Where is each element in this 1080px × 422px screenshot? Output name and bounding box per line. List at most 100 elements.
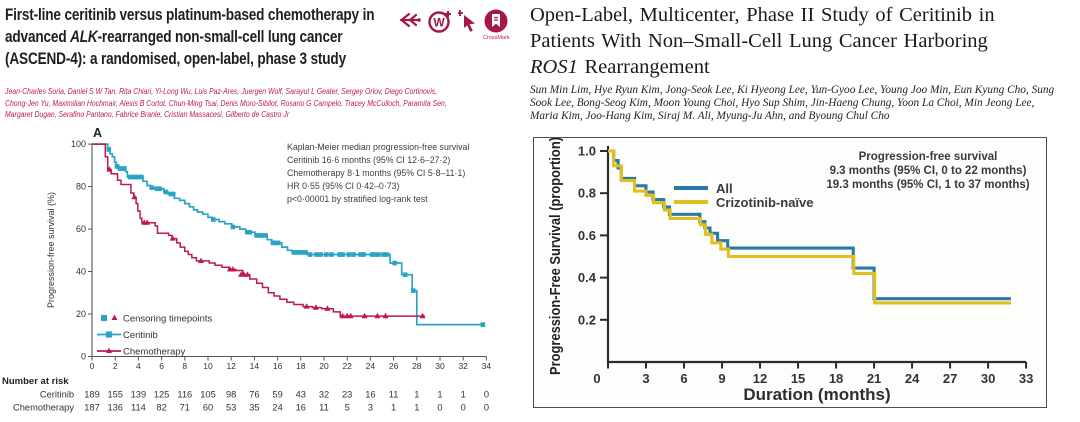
x-tick-label: 10 [203, 361, 213, 371]
x-tick-label: 20 [319, 361, 329, 371]
y-tick-label: 20 [76, 309, 86, 319]
lancet-paper-panel: First-line ceritinib versus platinum-bas… [0, 0, 520, 422]
censor-mark [157, 186, 163, 192]
right-title-line3-post: Rearrangement [577, 56, 710, 78]
x-tick-label: 26 [389, 361, 399, 371]
legend-label: Censoring timepoints [123, 314, 212, 325]
censor-mark [127, 174, 133, 180]
legend-censor-square [101, 315, 107, 321]
censor-mark [139, 174, 144, 180]
censor-mark [114, 164, 120, 169]
risk-value: 0 [461, 403, 466, 413]
y-tick-label: 80 [76, 182, 86, 192]
left-title-line2-post: -rearranged non-small-cell lung cancer [97, 27, 343, 46]
censor-mark [263, 233, 268, 238]
x-tick-label: 18 [296, 361, 306, 371]
left-paper-title: First-line ceritinib versus platinum-bas… [5, 4, 397, 70]
right-authors-line2: Sook Lee, Bong-Seog Kim, Moon Young Choi… [530, 97, 1035, 110]
x-tick-label: 4 [136, 361, 141, 371]
right-authors-line1: Sun Min Lim, Hye Ryun Kim, Jong-Seok Lee… [530, 84, 1055, 96]
censor-mark [339, 312, 346, 319]
x-tick-label: 8 [182, 361, 187, 371]
legend-label: All [716, 181, 733, 196]
censor-mark [307, 252, 313, 257]
x-tick-label: 6 [159, 361, 164, 371]
risk-value: 155 [107, 390, 123, 400]
y-tick-label: 100 [71, 139, 86, 149]
risk-value: 114 [131, 403, 146, 413]
risk-value: 5 [345, 403, 350, 413]
censor-mark [303, 250, 308, 255]
x-tick-label: 12 [753, 371, 767, 386]
censor-mark [291, 250, 297, 255]
left-title-line3: (ASCEND-4): a randomised, open-label, ph… [5, 49, 346, 68]
censor-mark [170, 191, 176, 197]
y-tick-label: 0.8 [578, 186, 596, 201]
risk-value: 1 [414, 403, 419, 413]
censor-mark [163, 189, 168, 195]
right-title-line2: Patients With Non–Small-Cell Lung Cancer… [530, 30, 988, 52]
censor-mark [318, 252, 323, 257]
censor-mark [361, 252, 366, 257]
censor-mark [275, 240, 281, 246]
legend-label: Crizotinib-naïve [716, 195, 814, 210]
x-tick-label: 6 [680, 371, 687, 386]
censor-mark [384, 252, 389, 257]
risk-value: 23 [342, 390, 352, 400]
risk-value: 11 [389, 390, 399, 400]
risk-value: 0 [484, 403, 489, 413]
annotation-line: HR 0·55 (95% CI 0·42–0·73) [287, 181, 400, 191]
censor-mark [245, 229, 250, 235]
risk-value: 60 [203, 403, 213, 413]
x-tick-label: 34 [482, 361, 492, 371]
x-tick-label: 32 [458, 361, 468, 371]
censor-mark [324, 252, 329, 257]
risk-row-label: Chemotherapy [13, 403, 74, 413]
censor-mark [169, 235, 176, 241]
x-tick-label: 30 [435, 361, 445, 371]
censor-mark [340, 252, 345, 257]
right-title-gene-italic: ROS1 [530, 56, 578, 78]
annotation-line: p<0·00001 by stratified log-rank test [287, 194, 428, 204]
y-tick-label: 0.6 [578, 228, 596, 243]
risk-value: 76 [249, 390, 259, 400]
censor-mark [168, 191, 174, 197]
figure-frame: 0.2 0.4 0.6 0.8 1.0 0 3 6 9 12 15 18 21 24 27 30 33 Durat… [533, 137, 1047, 408]
y-tick-label: 0 [81, 352, 86, 362]
left-authors-line2: Chong-Jen Yu, Maximilian Hochmair, Alexi… [5, 98, 447, 108]
risk-value: 11 [319, 403, 329, 413]
x-tick-label: 30 [981, 371, 995, 386]
risk-value: 53 [226, 403, 236, 413]
x-tick-label: 18 [829, 371, 843, 386]
censor-mark [376, 252, 381, 257]
y-tick-label: 1.0 [578, 144, 596, 159]
x-tick-label: 24 [905, 371, 920, 386]
crossmark-label: CrossMark [483, 35, 510, 41]
y-tick-label: 0.2 [578, 312, 596, 327]
right-paper-authors: Sun Min Lim, Hye Ryun Kim, Jong-Seok Lee… [530, 84, 1076, 124]
censor-mark [402, 272, 408, 278]
open-access-arrow-icon [398, 8, 422, 32]
risk-value: 139 [131, 390, 147, 400]
x-tick-label: 16 [273, 361, 283, 371]
legend-label: Ceritinib [123, 330, 158, 341]
censor-mark [314, 252, 319, 257]
right-paper-title: Open-Label, Multicenter, Phase II Study … [530, 2, 1076, 80]
censor-mark [273, 240, 279, 246]
censor-mark [346, 252, 352, 257]
annotation-line: Kaplan-Meier median progression-free sur… [287, 142, 469, 152]
x-tick-label: 33 [1019, 371, 1033, 386]
x-tick-label: 14 [250, 361, 260, 371]
risk-value: 1 [391, 403, 396, 413]
censor-mark [260, 233, 265, 238]
risk-row-label: Ceritinib [40, 390, 74, 400]
risk-value: 0 [484, 390, 489, 400]
risk-value: 0 [437, 403, 442, 413]
censor-mark [247, 229, 253, 235]
censor-mark [244, 271, 251, 277]
x-tick-label: 9 [718, 371, 725, 386]
censor-mark [294, 250, 300, 255]
risk-value: 16 [365, 390, 375, 400]
km-curve-crizotinib-na-ve [608, 149, 1011, 305]
risk-value: 32 [319, 390, 329, 400]
